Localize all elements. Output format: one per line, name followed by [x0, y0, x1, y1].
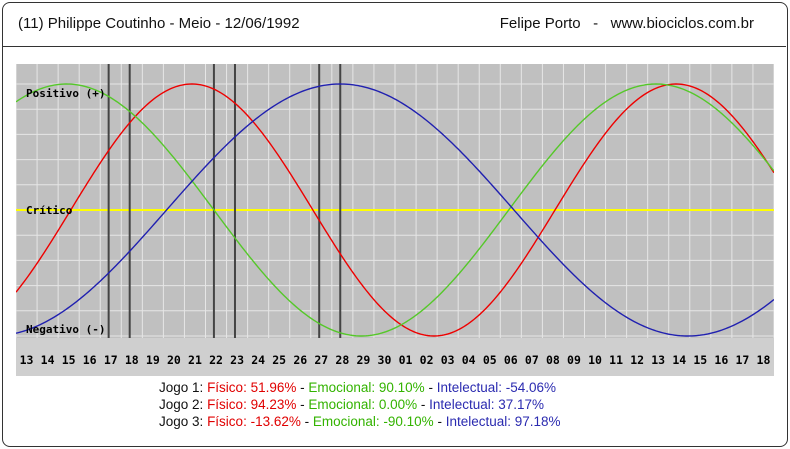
x-tick-label: 09 [567, 353, 581, 367]
site-credit: Felipe Porto - www.biociclos.com.br [499, 15, 754, 32]
biorhythm-chart: Positivo (+) Crítico Negativo (-) 13 14 15 16 1… [16, 64, 774, 376]
legend-fisico: Físico: -13.62% [207, 414, 301, 429]
legend-jogo-label: Jogo 1: [159, 380, 204, 395]
x-tick-label: 20 [167, 353, 181, 367]
x-tick-label: 12 [630, 353, 644, 367]
series-line-físico [16, 83, 774, 337]
x-tick-label: 28 [335, 353, 349, 367]
x-tick-label: 30 [378, 353, 392, 367]
legend-row-2: Jogo 2: Físico: 94.23% - Emocional: 0.00… [0, 396, 790, 413]
legend-intelectual: Intelectual: 97.18% [445, 414, 561, 429]
x-tick-label: 04 [462, 353, 476, 367]
x-tick-label: 16 [714, 353, 728, 367]
subject-info: (11) Philippe Coutinho - Meio - 12/06/19… [18, 15, 300, 32]
legend-emocional: Emocional: 0.00% [308, 397, 418, 412]
x-tick-label: 11 [609, 353, 623, 367]
legend: Jogo 1: Físico: 51.96% - Emocional: 90.1… [0, 379, 790, 430]
y-label-negative: Negativo (-) [26, 323, 105, 336]
x-tick-label: 22 [209, 353, 223, 367]
x-tick-label: 25 [272, 353, 286, 367]
x-tick-label: 10 [588, 353, 602, 367]
x-tick-label: 24 [251, 353, 265, 367]
legend-separator: - [433, 414, 446, 429]
x-tick-label: 14 [41, 353, 55, 367]
legend-separator: - [300, 414, 313, 429]
legend-fisico: Físico: 94.23% [207, 397, 297, 412]
legend-row-3: Jogo 3: Físico: -13.62% - Emocional: -90… [0, 413, 790, 430]
x-tick-label: 15 [62, 353, 76, 367]
x-tick-label: 16 [83, 353, 97, 367]
x-tick-label: 17 [735, 353, 749, 367]
x-tick-label: 21 [188, 353, 202, 367]
legend-separator: - [296, 380, 309, 395]
legend-fisico: Físico: 51.96% [207, 380, 297, 395]
legend-jogo-label: Jogo 2: [159, 397, 204, 412]
x-tick-label: 14 [672, 353, 686, 367]
x-tick-label: 05 [483, 353, 497, 367]
x-tick-label: 27 [314, 353, 328, 367]
legend-intelectual: Intelectual: 37.17% [429, 397, 545, 412]
x-tick-label: 17 [104, 353, 118, 367]
x-tick-label: 18 [757, 353, 771, 367]
legend-row-1: Jogo 1: Físico: 51.96% - Emocional: 90.1… [0, 379, 790, 396]
x-tick-label: 07 [525, 353, 539, 367]
x-tick-label: 13 [651, 353, 665, 367]
y-label-positive: Positivo (+) [26, 87, 105, 100]
legend-separator: - [296, 397, 309, 412]
legend-emocional: Emocional: -90.10% [312, 414, 434, 429]
series-line-emocional [16, 83, 774, 337]
legend-emocional: Emocional: 90.10% [308, 380, 425, 395]
x-tick-label: 01 [399, 353, 413, 367]
legend-jogo-label: Jogo 3: [159, 414, 204, 429]
x-tick-label: 18 [125, 353, 139, 367]
x-tick-label: 26 [293, 353, 307, 367]
series-line-intelectual [16, 83, 774, 337]
x-tick-label: 06 [504, 353, 518, 367]
x-axis-band [16, 338, 774, 376]
x-tick-label: 03 [441, 353, 455, 367]
y-label-critical: Crítico [26, 204, 73, 217]
x-tick-label: 08 [546, 353, 560, 367]
x-tick-label: 19 [146, 353, 160, 367]
x-tick-label: 13 [20, 353, 34, 367]
header-bar: (11) Philippe Coutinho - Meio - 12/06/19… [2, 2, 786, 47]
legend-separator: - [424, 380, 437, 395]
x-tick-label: 29 [356, 353, 370, 367]
legend-separator: - [417, 397, 430, 412]
x-tick-label: 02 [420, 353, 434, 367]
x-tick-label: 23 [230, 353, 244, 367]
x-tick-label: 15 [693, 353, 707, 367]
legend-intelectual: Intelectual: -54.06% [436, 380, 557, 395]
